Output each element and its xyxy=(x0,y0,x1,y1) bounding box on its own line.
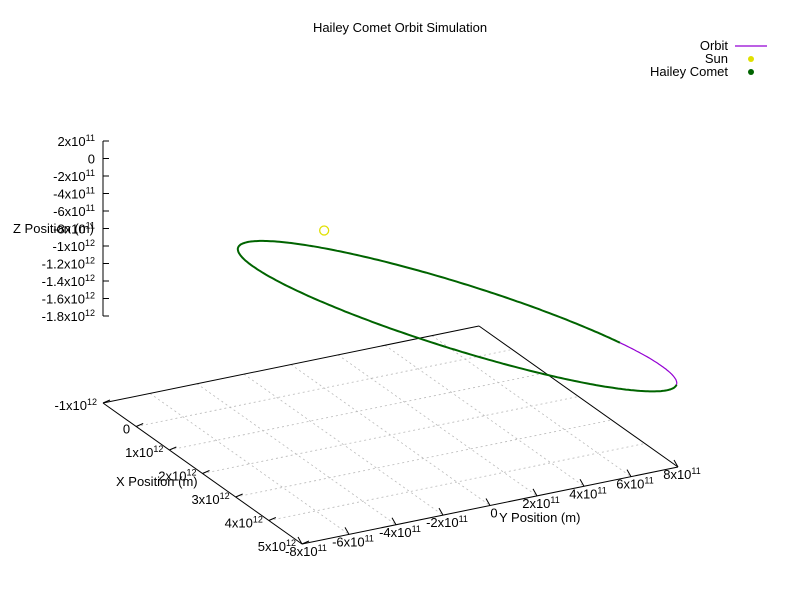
x-tick-label: 0 xyxy=(123,422,130,437)
z-tick-label: 2x1011 xyxy=(57,133,95,149)
y-tick-label: 6x1011 xyxy=(616,476,654,492)
y-tick-label: -8x1011 xyxy=(285,543,327,559)
grid-line xyxy=(268,443,645,521)
z-tick-label: -1.4x1012 xyxy=(42,273,95,289)
grid-line xyxy=(384,344,585,487)
orbit-line xyxy=(237,240,678,392)
legend-label: Sun xyxy=(705,51,728,66)
x-tick-mark xyxy=(235,493,243,498)
y-tick-mark xyxy=(579,479,585,487)
grid-line xyxy=(290,364,491,506)
z-tick-label: -1.6x1012 xyxy=(42,291,95,307)
grid-line xyxy=(235,419,612,498)
y-tick-label: 0 xyxy=(490,506,497,521)
x-tick-mark xyxy=(301,540,310,545)
z-tick-label: -8x1011 xyxy=(53,221,95,237)
legend-label: Orbit xyxy=(700,38,729,53)
y-tick-mark xyxy=(626,469,632,477)
y-axis: -8x1011 -6x1011 -4x1011 -2x1011 0 2x1011 4x101… xyxy=(285,459,701,559)
x-tick-label: -1x1012 xyxy=(54,397,97,413)
x-tick-label: 1x1012 xyxy=(125,444,163,460)
z-tick-label: -4x1011 xyxy=(53,186,95,202)
x-tick-label: 4x1012 xyxy=(225,515,263,531)
grid-line xyxy=(337,354,538,497)
z-tick-label: -6x1011 xyxy=(53,203,95,219)
legend-point-swatch xyxy=(748,56,754,62)
y-axis-label: Y Position (m) xyxy=(499,510,580,525)
chart-title: Hailey Comet Orbit Simulation xyxy=(313,20,487,35)
y-tick-label: -2x1011 xyxy=(426,514,468,530)
grid xyxy=(136,335,645,535)
y-tick-mark xyxy=(344,527,350,535)
x-axis: -1x1012 0 1x1012 2x1012 3x1012 4x1012 5x1012 xyxy=(54,397,310,554)
grid-line xyxy=(431,335,632,477)
y-tick-mark xyxy=(532,488,538,497)
x-axis-label: X Position (m) xyxy=(116,474,198,489)
y-tick-label: -6x1011 xyxy=(332,533,374,549)
z-tick-label: -2x1011 xyxy=(53,168,95,184)
grid-line xyxy=(243,373,444,516)
y-tick-mark xyxy=(297,536,303,545)
y-tick-mark xyxy=(485,498,491,506)
x-tick-label: 5x1012 xyxy=(258,538,296,554)
x-tick-mark xyxy=(202,470,210,474)
legend-point-swatch xyxy=(748,69,754,75)
z-tick-label: -1.2x1012 xyxy=(42,256,95,272)
y-tick-label: 4x1011 xyxy=(569,485,607,501)
comet-trail xyxy=(236,239,678,393)
y-tick-label: 2x1011 xyxy=(522,495,560,511)
sun-point xyxy=(319,225,330,236)
series-layer xyxy=(236,225,678,393)
z-axis-label: Z Position (m) xyxy=(13,221,94,236)
x-tick-mark xyxy=(268,517,277,521)
right-edge-line xyxy=(478,325,679,468)
x-tick-mark xyxy=(102,399,111,404)
x-tick-label: 2x1012 xyxy=(158,468,196,484)
z-tick-label: 0 xyxy=(88,152,95,167)
grid-line xyxy=(149,393,350,535)
z-axis: 2x1011 0-2x1011 -4x1011-6x1011 -8x1011-1x10… xyxy=(42,133,109,324)
y-tick-label: -4x1011 xyxy=(379,524,421,540)
y-tick-mark xyxy=(438,507,444,516)
z-tick-label: -1.8x1012 xyxy=(42,308,95,324)
z-tick-label: -1x1012 xyxy=(52,238,95,254)
back-edge-line xyxy=(102,325,480,404)
x-tick-mark xyxy=(135,423,144,427)
legend-label: Hailey Comet xyxy=(650,64,728,79)
y-tick-label: 8x1011 xyxy=(663,466,701,482)
y-tick-mark xyxy=(391,517,397,525)
x-tick-label: 3x1012 xyxy=(191,491,229,507)
grid-line xyxy=(196,383,397,526)
y-tick-mark xyxy=(673,459,679,468)
x-tick-mark xyxy=(169,446,177,451)
